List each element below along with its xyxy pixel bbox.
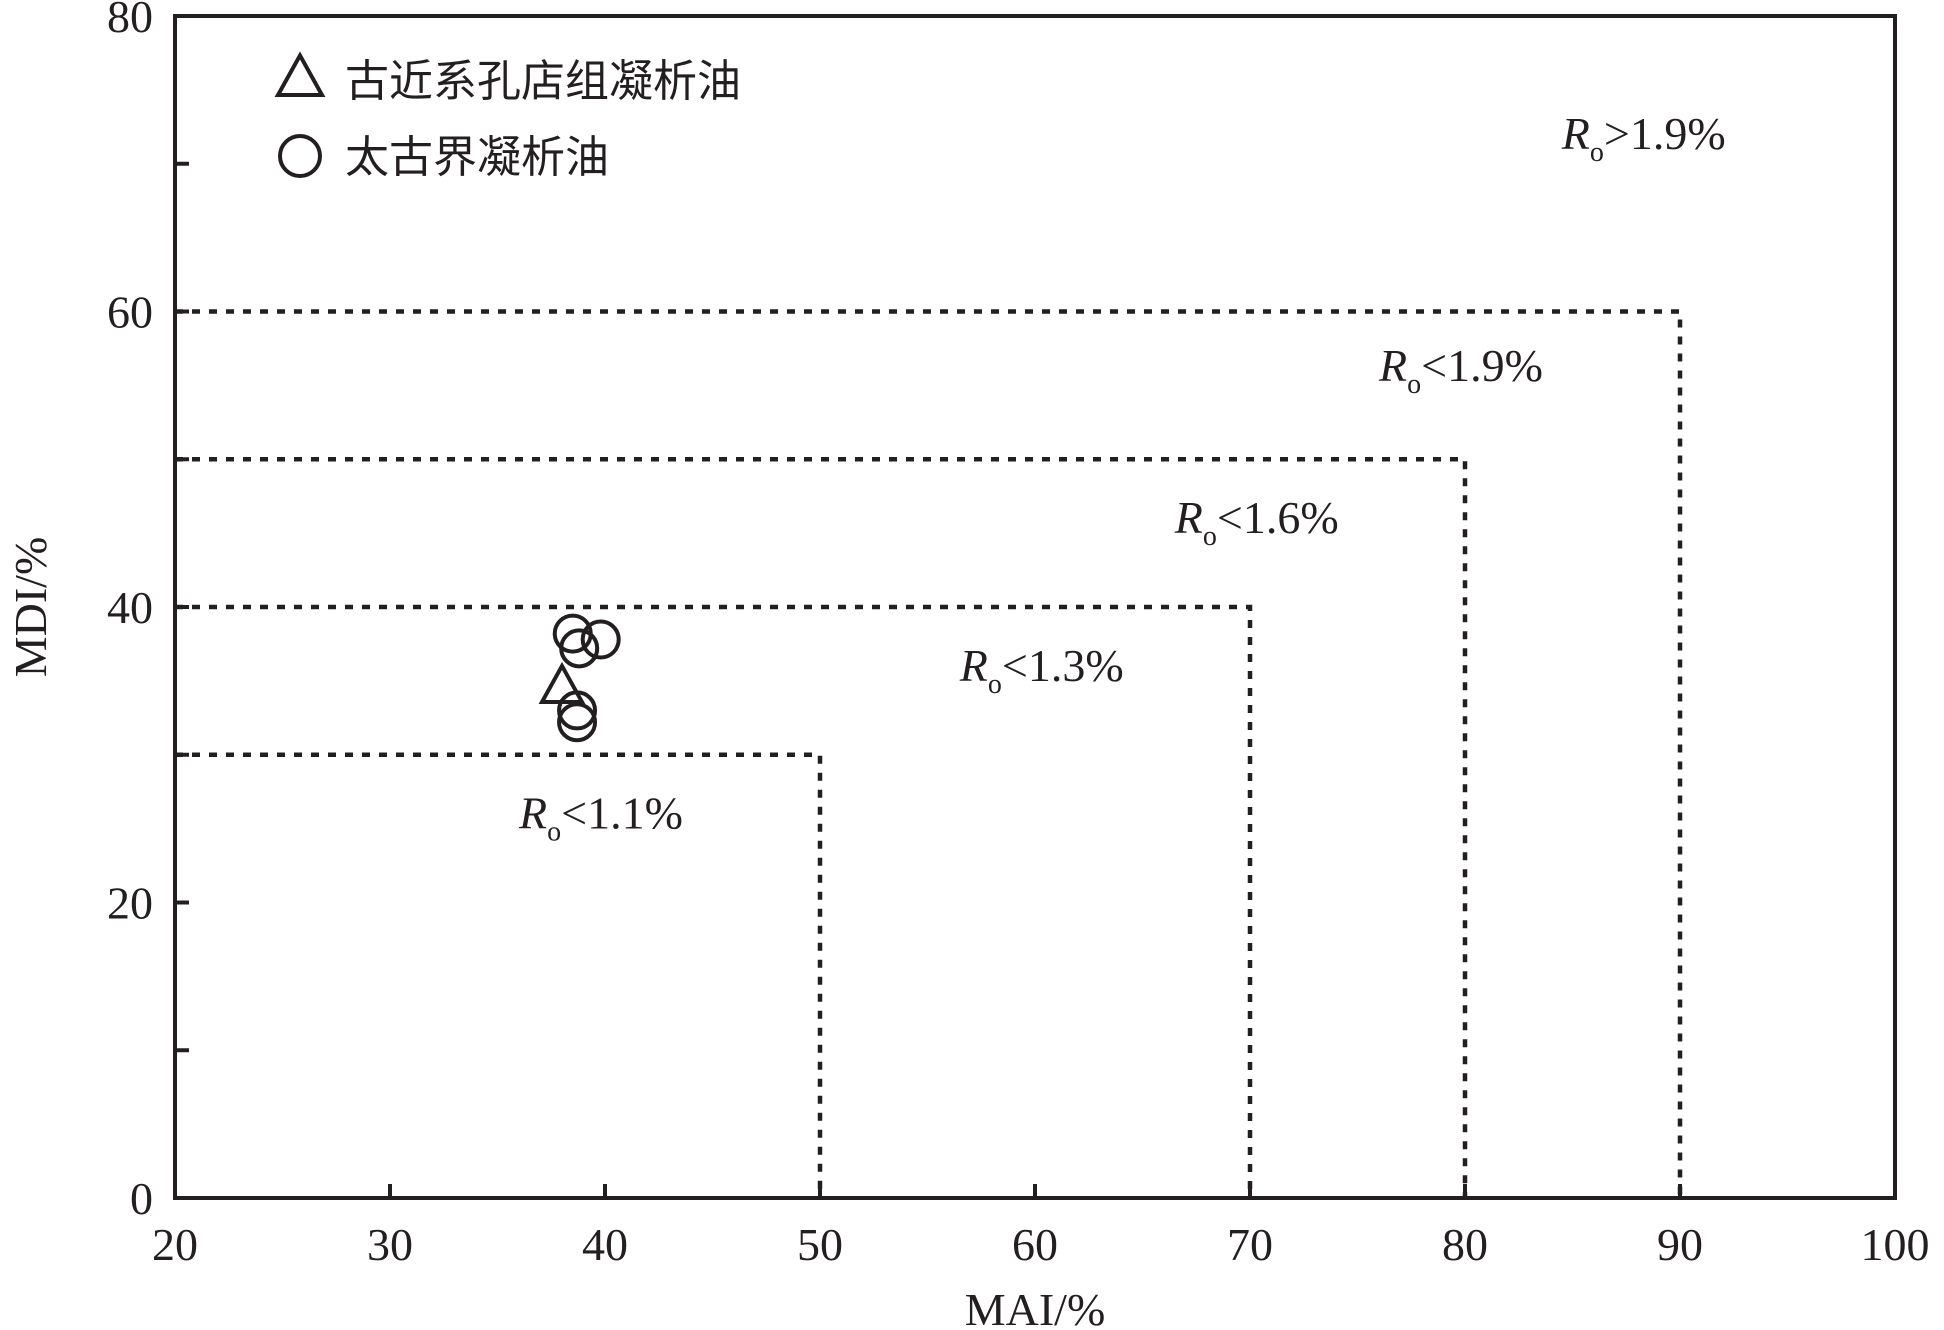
x-tick-label: 20 [152, 1219, 198, 1270]
zone-boundary-1 [175, 604, 1253, 1198]
zone-symbol: R [1174, 492, 1203, 543]
y-tick-label: 60 [107, 287, 153, 338]
x-tick-label: 100 [1861, 1219, 1930, 1270]
x-tick-label: 40 [582, 1219, 628, 1270]
zone-value: 1.1% [587, 788, 683, 839]
x-tick-label: 60 [1012, 1219, 1058, 1270]
zone-subscript: o [1203, 521, 1217, 552]
x-tick-label: 80 [1442, 1219, 1488, 1270]
zone-boundary-2 [175, 457, 1468, 1198]
x-tick-label: 90 [1657, 1219, 1703, 1270]
zone-subscript: o [1407, 369, 1421, 400]
zone-operator: < [1421, 340, 1447, 391]
zone-symbol: R [518, 788, 547, 839]
legend-label: 太古界凝析油 [345, 133, 609, 182]
legend-circle-icon [278, 134, 322, 178]
zone-label-0: Ro<1.1% [518, 788, 683, 848]
zone-label-2: Ro<1.6% [1174, 492, 1339, 552]
y-tick-label: 40 [107, 582, 153, 633]
zone-label-3: Ro<1.9% [1378, 340, 1543, 400]
circle-point [559, 628, 600, 669]
triangle-point [538, 661, 586, 704]
y-tick-label: 20 [107, 878, 153, 929]
zone-operator: < [1217, 492, 1243, 543]
zone-boundary-3 [175, 309, 1683, 1198]
zone-operator: < [561, 788, 587, 839]
zone-operator: < [1002, 640, 1028, 691]
circle-point [557, 690, 598, 731]
data-points [538, 613, 621, 743]
y-tick-label: 0 [130, 1173, 153, 1224]
zone-value: 1.6% [1243, 492, 1339, 543]
x-axis-title: MAI/% [965, 1284, 1106, 1330]
zone-symbol: R [959, 640, 988, 691]
zone-boundary-0 [175, 752, 823, 1198]
zone-label-4: Ro>1.9% [1561, 108, 1726, 168]
y-axis-title: MDI/% [5, 537, 56, 678]
zone-value: 1.9% [1447, 340, 1543, 391]
legend-label: 古近系孔店组凝析油 [345, 57, 741, 106]
x-tick-label: 70 [1227, 1219, 1273, 1270]
zone-symbol: R [1378, 340, 1407, 391]
y-tick-label: 80 [107, 0, 153, 42]
zone-label-1: Ro<1.3% [959, 640, 1124, 700]
x-tick-label: 30 [367, 1219, 413, 1270]
zone-operator: > [1604, 108, 1630, 159]
zone-subscript: o [988, 669, 1002, 700]
maturity-zones: Ro<1.1%Ro<1.3%Ro<1.6%Ro<1.9%Ro>1.9% [175, 108, 1726, 1198]
zone-value: 1.9% [1630, 108, 1726, 159]
x-tick-label: 50 [797, 1219, 843, 1270]
circle-point [580, 619, 621, 660]
circle-point [557, 702, 598, 743]
legend-triangle-icon [274, 51, 326, 98]
zone-symbol: R [1561, 108, 1590, 159]
zone-value: 1.3% [1028, 640, 1124, 691]
zone-subscript: o [547, 817, 561, 848]
zone-subscript: o [1590, 137, 1604, 168]
